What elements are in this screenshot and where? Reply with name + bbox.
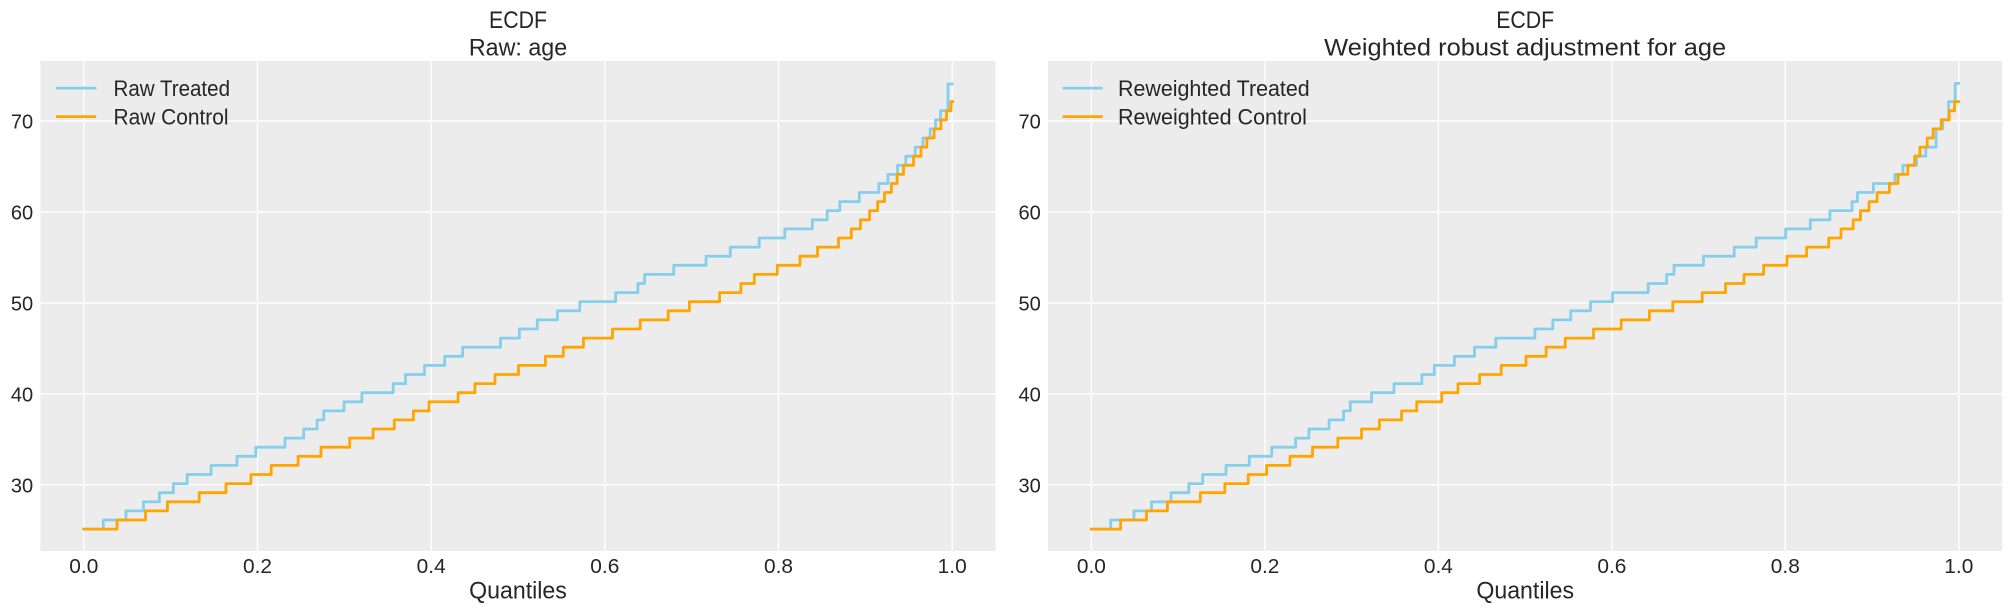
- svg-text:Raw Treated: Raw Treated: [114, 76, 231, 101]
- svg-text:30: 30: [11, 475, 33, 497]
- svg-text:1.0: 1.0: [1944, 556, 1973, 578]
- svg-text:40: 40: [11, 384, 33, 406]
- svg-text:Raw: age: Raw: age: [469, 34, 567, 61]
- svg-text:40: 40: [1019, 384, 1041, 406]
- svg-text:Weighted robust adjustment for: Weighted robust adjustment for age: [1324, 34, 1726, 61]
- svg-text:70: 70: [11, 112, 33, 134]
- svg-text:70: 70: [1019, 112, 1041, 134]
- svg-text:60: 60: [11, 203, 33, 225]
- svg-text:0.0: 0.0: [1077, 556, 1106, 578]
- svg-text:0.4: 0.4: [417, 556, 446, 578]
- svg-text:60: 60: [1019, 203, 1041, 225]
- svg-text:30: 30: [1019, 475, 1041, 497]
- svg-text:Reweighted Treated: Reweighted Treated: [1118, 76, 1310, 101]
- svg-text:0.0: 0.0: [69, 556, 98, 578]
- svg-text:ECDF: ECDF: [489, 7, 547, 34]
- svg-text:50: 50: [11, 294, 33, 316]
- svg-text:Raw Control: Raw Control: [114, 104, 229, 129]
- svg-text:ECDF: ECDF: [1496, 7, 1554, 34]
- svg-text:0.6: 0.6: [590, 556, 619, 578]
- svg-text:50: 50: [1019, 294, 1041, 316]
- svg-text:0.6: 0.6: [1597, 556, 1626, 578]
- svg-text:0.8: 0.8: [1771, 556, 1800, 578]
- svg-text:Quantiles: Quantiles: [469, 578, 567, 605]
- svg-text:0.2: 0.2: [1250, 556, 1279, 578]
- svg-text:0.8: 0.8: [764, 556, 793, 578]
- svg-text:1.0: 1.0: [938, 556, 967, 578]
- svg-text:0.4: 0.4: [1424, 556, 1453, 578]
- svg-text:Quantiles: Quantiles: [1476, 578, 1574, 605]
- svg-text:0.2: 0.2: [243, 556, 272, 578]
- svg-text:Reweighted Control: Reweighted Control: [1118, 104, 1307, 129]
